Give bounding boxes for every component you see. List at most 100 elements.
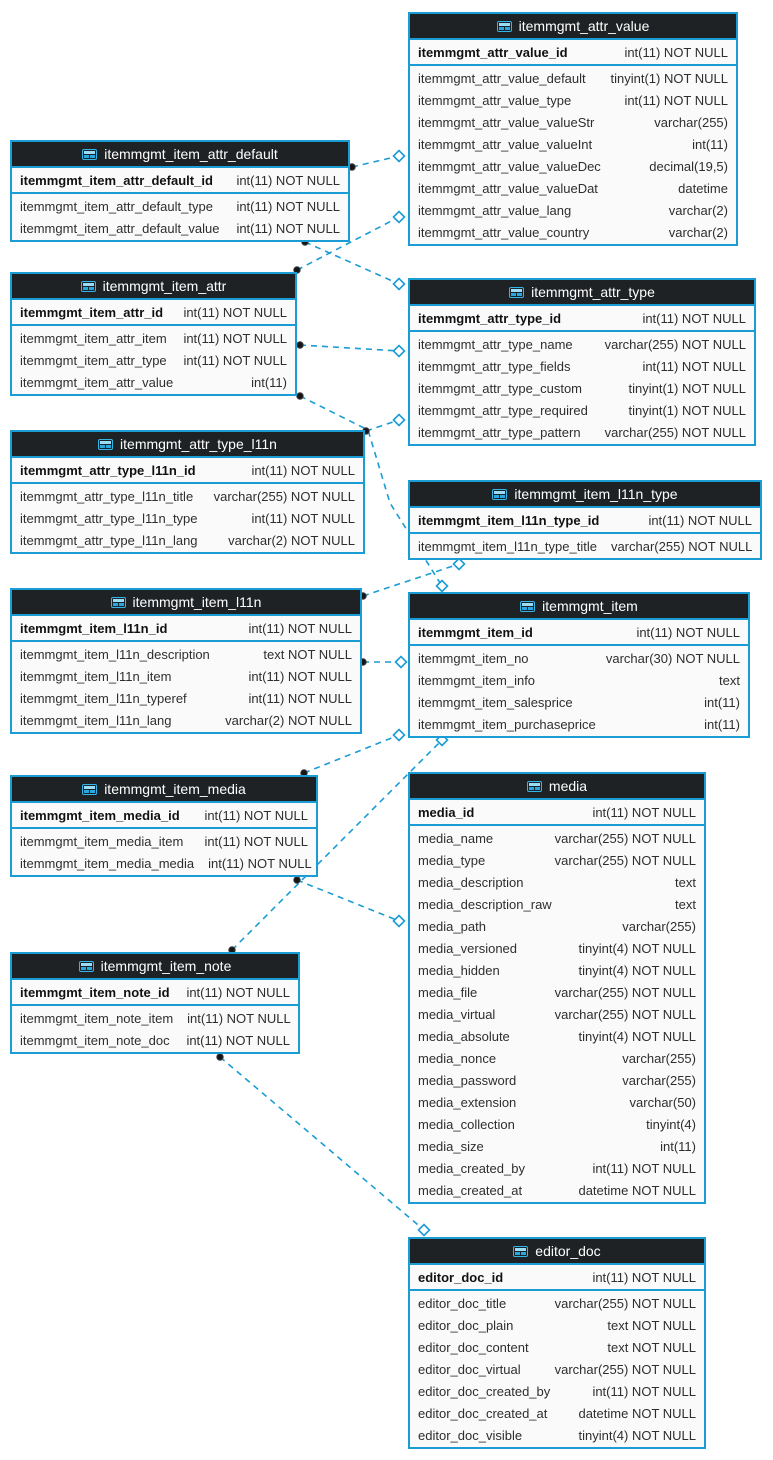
- field-row: itemmgmt_item_media_item int(11) NOT NUL…: [12, 830, 316, 852]
- field-row: media_file varchar(255) NOT NULL: [410, 981, 704, 1003]
- field-name: itemmgmt_item_media_item: [20, 833, 184, 849]
- field-type: int(11) NOT NULL: [642, 358, 746, 374]
- source-endpoint-dot: [293, 266, 301, 274]
- field-row: itemmgmt_item_salesprice int(11): [410, 691, 748, 713]
- field-row: editor_doc_plain text NOT NULL: [410, 1314, 704, 1336]
- field-name: editor_doc_created_at: [418, 1405, 548, 1421]
- table-header[interactable]: itemmgmt_item_media: [12, 777, 316, 803]
- field-name: media_name: [418, 830, 494, 846]
- pk-field-name: itemmgmt_item_l11n_id: [20, 620, 168, 636]
- field-type: text: [675, 896, 696, 912]
- field-row: itemmgmt_item_attr_item int(11) NOT NULL: [12, 327, 295, 349]
- field-type: text NOT NULL: [607, 1339, 696, 1355]
- table-fields: itemmgmt_item_l11n_type_title varchar(25…: [410, 534, 760, 558]
- field-row: media_hidden tinyint(4) NOT NULL: [410, 959, 704, 981]
- relationship-line: [304, 241, 400, 285]
- field-name: media_nonce: [418, 1050, 497, 1066]
- field-row: itemmgmt_attr_type_custom tinyint(1) NOT…: [410, 377, 754, 399]
- field-name: itemmgmt_item_l11n_lang: [20, 712, 172, 728]
- field-row: itemmgmt_attr_type_l11n_type int(11) NOT…: [12, 507, 363, 529]
- relationship-line: [299, 344, 400, 352]
- pk-field-name: itemmgmt_attr_type_id: [418, 310, 562, 326]
- field-row: editor_doc_title varchar(255) NOT NULL: [410, 1292, 704, 1314]
- field-type: datetime NOT NULL: [578, 1405, 696, 1421]
- field-type: varchar(255) NOT NULL: [213, 488, 355, 504]
- relationship-itemmgmt_item_attr_default-itemmgmt_attr_value: [348, 149, 406, 171]
- pk-field-type: int(11) NOT NULL: [642, 310, 746, 326]
- db-table-media: media media_id int(11) NOT NULL media_na…: [408, 772, 706, 1204]
- table-fields: itemmgmt_item_attr_item int(11) NOT NULL…: [12, 326, 295, 394]
- field-type: varchar(30) NOT NULL: [605, 650, 740, 666]
- table-header[interactable]: editor_doc: [410, 1239, 704, 1265]
- field-row: editor_doc_visible tinyint(4) NOT NULL: [410, 1424, 704, 1446]
- target-endpoint-diamond: [435, 579, 449, 593]
- field-row: itemmgmt_attr_value_valueInt int(11): [410, 133, 736, 155]
- field-type: varchar(255) NOT NULL: [554, 1006, 696, 1022]
- field-row: itemmgmt_attr_type_l11n_lang varchar(2) …: [12, 529, 363, 551]
- field-row: itemmgmt_item_attr_type int(11) NOT NULL: [12, 349, 295, 371]
- field-name: itemmgmt_attr_value_lang: [418, 202, 572, 218]
- field-row: media_collection tinyint(4): [410, 1113, 704, 1135]
- table-header[interactable]: itemmgmt_item_attr: [12, 274, 295, 300]
- table-header[interactable]: itemmgmt_item_l11n_type: [410, 482, 760, 508]
- field-row: itemmgmt_attr_type_l11n_title varchar(25…: [12, 485, 363, 507]
- table-title: itemmgmt_item_note: [100, 958, 232, 974]
- table-header[interactable]: itemmgmt_item_note: [12, 954, 298, 980]
- field-row: media_name varchar(255) NOT NULL: [410, 827, 704, 849]
- field-name: itemmgmt_item_l11n_description: [20, 646, 210, 662]
- table-header[interactable]: itemmgmt_item: [410, 594, 748, 620]
- field-row: itemmgmt_item_attr_default_type int(11) …: [12, 195, 348, 217]
- field-name: editor_doc_virtual: [418, 1361, 521, 1377]
- target-endpoint-diamond: [392, 914, 406, 928]
- source-endpoint-dot: [216, 1053, 224, 1061]
- field-row: itemmgmt_item_no varchar(30) NOT NULL: [410, 647, 748, 669]
- field-row: itemmgmt_item_media_media int(11) NOT NU…: [12, 852, 316, 874]
- table-header[interactable]: itemmgmt_item_attr_default: [12, 142, 348, 168]
- field-name: itemmgmt_item_note_item: [20, 1010, 174, 1026]
- field-row: itemmgmt_attr_value_valueDat datetime: [410, 177, 736, 199]
- field-row: itemmgmt_attr_type_required tinyint(1) N…: [410, 399, 754, 421]
- table-header[interactable]: itemmgmt_item_l11n: [12, 590, 360, 616]
- table-header[interactable]: itemmgmt_attr_type_l11n: [12, 432, 363, 458]
- pk-field-type: int(11) NOT NULL: [624, 44, 728, 60]
- relationship-line: [362, 563, 460, 597]
- relationship-itemmgmt_item_attr-itemmgmt_attr_type: [296, 341, 406, 358]
- field-type: varchar(255) NOT NULL: [554, 1295, 696, 1311]
- relationship-itemmgmt_item_attr-itemmgmt_attr_value: [293, 210, 406, 274]
- field-type: varchar(255) NOT NULL: [554, 984, 696, 1000]
- primary-key-row: itemmgmt_item_note_id int(11) NOT NULL: [12, 980, 298, 1006]
- field-name: media_created_at: [418, 1182, 523, 1198]
- target-endpoint-diamond: [392, 277, 406, 291]
- field-type: varchar(255): [622, 918, 696, 934]
- db-table-itemmgmt_item_l11n: itemmgmt_item_l11n itemmgmt_item_l11n_id…: [10, 588, 362, 734]
- field-row: itemmgmt_item_l11n_description text NOT …: [12, 643, 360, 665]
- field-type: text: [675, 874, 696, 890]
- field-name: media_description_raw: [418, 896, 552, 912]
- field-name: itemmgmt_attr_type_custom: [418, 380, 583, 396]
- field-name: media_hidden: [418, 962, 500, 978]
- table-icon: [80, 280, 96, 292]
- table-header[interactable]: media: [410, 774, 704, 800]
- table-fields: itemmgmt_item_no varchar(30) NOT NULL it…: [410, 646, 748, 736]
- field-type: text: [719, 672, 740, 688]
- field-type: int(11) NOT NULL: [186, 1032, 290, 1048]
- table-header[interactable]: itemmgmt_attr_value: [410, 14, 736, 40]
- primary-key-row: itemmgmt_attr_value_id int(11) NOT NULL: [410, 40, 736, 66]
- pk-field-name: itemmgmt_item_id: [418, 624, 533, 640]
- table-header[interactable]: itemmgmt_attr_type: [410, 280, 754, 306]
- field-name: media_virtual: [418, 1006, 496, 1022]
- field-name: itemmgmt_attr_type_l11n_title: [20, 488, 194, 504]
- field-type: int(11): [251, 374, 287, 390]
- field-type: int(11) NOT NULL: [248, 690, 352, 706]
- table-icon: [78, 960, 94, 972]
- field-row: media_versioned tinyint(4) NOT NULL: [410, 937, 704, 959]
- field-type: tinyint(1) NOT NULL: [628, 402, 746, 418]
- field-name: media_created_by: [418, 1160, 525, 1176]
- table-icon: [526, 780, 542, 792]
- field-name: itemmgmt_attr_value_country: [418, 224, 590, 240]
- field-row: itemmgmt_item_purchaseprice int(11): [410, 713, 748, 735]
- field-type: varchar(255): [654, 114, 728, 130]
- field-row: itemmgmt_attr_value_type int(11) NOT NUL…: [410, 89, 736, 111]
- table-fields: itemmgmt_item_l11n_description text NOT …: [12, 642, 360, 732]
- db-table-itemmgmt_item_l11n_type: itemmgmt_item_l11n_type itemmgmt_item_l1…: [408, 480, 762, 560]
